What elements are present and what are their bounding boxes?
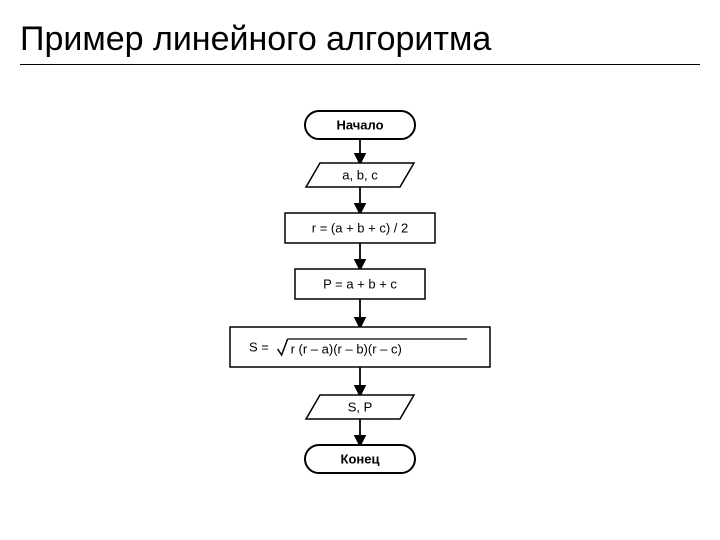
svg-text:Начало: Начало [336,118,383,133]
svg-text:a, b, c: a, b, c [342,168,378,183]
svg-text:S, P: S, P [348,400,373,415]
svg-text:Конец: Конец [341,452,380,467]
node-output: S, P [306,395,414,419]
node-calc_p: P = a + b + c [295,269,425,299]
svg-text:P = a + b + c: P = a + b + c [323,277,397,292]
node-start: Начало [305,111,415,139]
svg-text:r (r – a)(r – b)(r – c): r (r – a)(r – b)(r – c) [291,342,402,357]
flowchart-svg: Начало a, b, c r = (a + b + c) / 2 P = a + … [200,95,520,515]
title-underline [20,64,700,65]
node-input: a, b, c [306,163,414,187]
svg-text:r = (a + b + c) / 2: r = (a + b + c) / 2 [312,221,408,236]
slide-title: Пример линейного алгоритма [20,20,700,59]
node-calc_r: r = (a + b + c) / 2 [285,213,435,243]
flowchart-container: Начало a, b, c r = (a + b + c) / 2 P = a + … [0,95,720,510]
node-calc_s: S = r (r – a)(r – b)(r – c) [230,327,490,367]
node-end: Конец [305,445,415,473]
svg-text:S =: S = [249,340,269,355]
